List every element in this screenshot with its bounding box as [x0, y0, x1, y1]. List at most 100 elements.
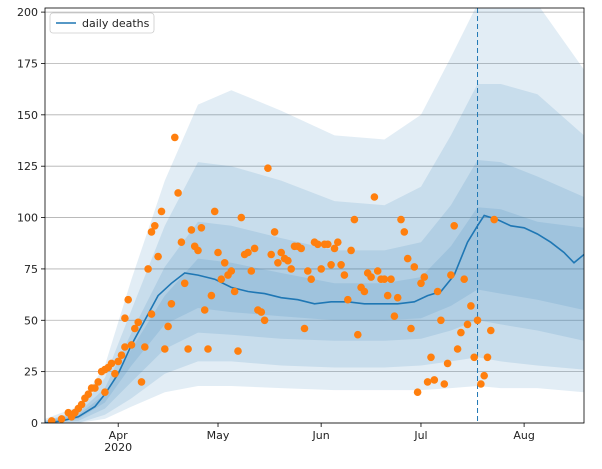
y-tick-label: 200 — [17, 6, 38, 19]
data-point — [417, 279, 425, 288]
data-point — [297, 244, 306, 253]
data-point — [334, 238, 342, 246]
data-point — [180, 279, 189, 288]
data-point — [284, 256, 292, 265]
data-point — [480, 371, 489, 380]
data-point — [141, 343, 149, 351]
data-point — [360, 287, 369, 296]
data-point — [244, 248, 252, 257]
data-point — [337, 261, 345, 269]
data-point — [407, 324, 415, 333]
data-point — [47, 417, 56, 423]
data-point — [430, 376, 439, 384]
x-tick-label: Apr — [109, 429, 129, 442]
data-point — [237, 213, 246, 222]
data-point — [487, 326, 495, 335]
x-tick-label: May — [207, 429, 230, 442]
legend-box — [49, 12, 155, 34]
x-tick-sublabel: 2020 — [104, 441, 132, 454]
data-point — [121, 314, 129, 323]
data-point — [151, 222, 159, 230]
data-point — [147, 310, 156, 318]
data-point — [194, 246, 202, 255]
data-point — [264, 164, 272, 172]
y-tick-label: 25 — [24, 366, 38, 379]
data-point — [354, 330, 362, 339]
data-point — [177, 238, 186, 246]
data-point — [217, 275, 226, 284]
data-point — [210, 207, 219, 216]
data-point — [397, 215, 405, 224]
data-point — [187, 226, 196, 234]
legend: daily deaths — [49, 12, 155, 34]
uncertainty-band — [45, 84, 584, 423]
data-point — [274, 259, 282, 267]
data-point — [380, 275, 389, 284]
data-point — [287, 265, 296, 273]
x-tick-label: Jun — [312, 429, 330, 442]
data-point — [473, 316, 482, 325]
y-tick-label: 100 — [17, 212, 38, 225]
data-point — [423, 378, 432, 386]
data-point — [477, 380, 485, 388]
data-point — [330, 244, 339, 253]
data-point — [457, 328, 465, 337]
data-point — [483, 353, 492, 362]
data-point — [220, 259, 229, 267]
data-point — [300, 324, 309, 333]
legend-label: daily deaths — [82, 17, 150, 30]
data-point — [443, 359, 452, 368]
data-point — [327, 261, 335, 269]
data-point — [304, 267, 312, 275]
daily-deaths-line — [45, 214, 584, 423]
data-point — [340, 271, 349, 279]
y-tick-label: 150 — [17, 109, 38, 122]
data-point — [467, 302, 475, 310]
data-point — [144, 265, 152, 273]
observed-points — [47, 133, 499, 423]
data-point — [250, 244, 259, 253]
data-point — [117, 351, 126, 360]
data-point — [440, 380, 449, 388]
data-point — [450, 222, 459, 230]
data-point — [427, 353, 435, 362]
data-point — [91, 384, 99, 392]
data-point — [393, 293, 402, 302]
data-point — [270, 228, 279, 236]
data-point — [447, 271, 455, 279]
data-point — [390, 312, 399, 321]
data-point — [350, 215, 359, 224]
data-point — [107, 359, 116, 368]
data-point — [344, 295, 352, 304]
data-point — [114, 357, 122, 366]
uncertainty-band — [45, 160, 584, 423]
data-point — [131, 324, 139, 333]
data-point — [214, 248, 222, 257]
uncertainty-band — [45, 207, 584, 423]
data-point — [121, 343, 129, 351]
data-point — [127, 341, 136, 349]
data-point — [277, 248, 286, 257]
data-point — [373, 267, 382, 275]
data-point — [470, 353, 479, 362]
data-point — [124, 295, 132, 304]
data-point — [84, 390, 93, 399]
series-lines — [45, 214, 584, 423]
data-point — [367, 273, 375, 281]
grid-lines — [45, 11, 584, 424]
data-point — [324, 240, 332, 249]
data-point — [260, 316, 269, 325]
data-point — [257, 308, 266, 316]
data-point — [164, 322, 172, 331]
data-point — [433, 287, 442, 296]
data-point — [174, 189, 182, 197]
data-point — [227, 267, 236, 275]
y-tick-label: 0 — [31, 417, 38, 430]
x-tick-label: Aug — [513, 429, 534, 442]
data-point — [234, 347, 242, 355]
data-point — [230, 287, 239, 296]
data-point — [197, 224, 206, 232]
data-point — [207, 291, 216, 300]
